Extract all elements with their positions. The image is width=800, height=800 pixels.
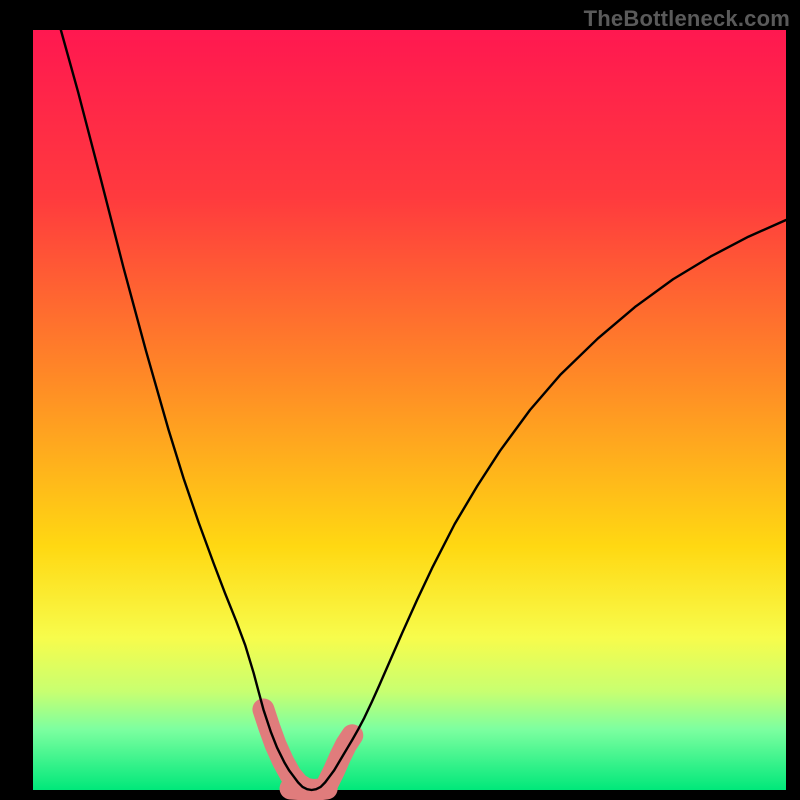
chart-stage: TheBottleneck.com	[0, 0, 800, 800]
bottleneck-curve	[61, 30, 786, 790]
chart-svg	[33, 30, 786, 790]
highlight-segments	[263, 709, 352, 790]
watermark-text: TheBottleneck.com	[584, 6, 790, 32]
